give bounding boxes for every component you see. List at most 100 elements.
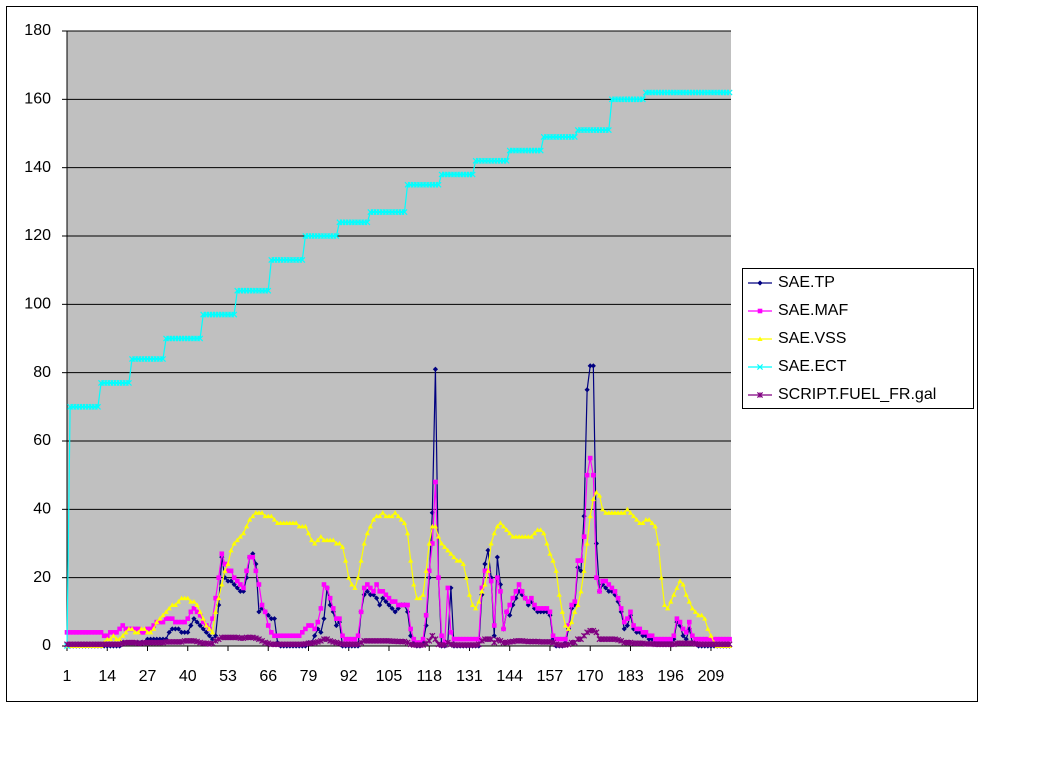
marker [652, 523, 658, 529]
marker [358, 639, 365, 646]
marker [590, 496, 596, 502]
marker [705, 626, 711, 631]
series [63, 627, 733, 648]
marker [594, 575, 599, 580]
marker [445, 547, 451, 553]
marker [717, 636, 723, 642]
legend-label: SAE.MAF [778, 302, 848, 319]
marker [571, 133, 578, 140]
marker [435, 181, 442, 188]
marker [151, 623, 156, 628]
marker [73, 630, 79, 635]
marker [213, 609, 219, 614]
marker [566, 623, 571, 628]
marker [621, 619, 627, 625]
marker [537, 147, 544, 154]
x-tick-label: 144 [496, 668, 523, 685]
marker [454, 636, 460, 642]
marker [299, 256, 306, 263]
marker [222, 568, 228, 573]
marker [513, 589, 519, 594]
marker [494, 554, 500, 560]
marker [590, 363, 596, 369]
marker [507, 530, 513, 536]
marker [358, 557, 364, 563]
legend-label: SCRIPT.FUEL_FR.gal [778, 386, 936, 403]
marker [317, 637, 324, 644]
marker [148, 626, 153, 632]
marker [544, 540, 550, 546]
marker [104, 633, 110, 639]
marker [308, 537, 315, 543]
marker [457, 557, 463, 563]
marker [352, 585, 358, 590]
marker [364, 219, 371, 226]
marker [318, 606, 324, 611]
marker [444, 639, 451, 646]
marker [200, 619, 206, 625]
marker [482, 581, 488, 587]
marker [200, 626, 206, 632]
marker [312, 626, 317, 632]
marker [241, 585, 246, 591]
marker [318, 629, 324, 635]
y-tick-label: 0 [42, 637, 51, 654]
marker [159, 355, 167, 363]
marker [330, 537, 336, 543]
series [64, 455, 732, 645]
marker [194, 602, 200, 607]
marker [179, 619, 184, 625]
marker [689, 605, 695, 611]
marker [383, 592, 389, 598]
marker [182, 619, 187, 625]
marker [417, 595, 423, 601]
marker [185, 629, 191, 635]
marker [355, 633, 361, 639]
marker [556, 636, 562, 642]
series [64, 489, 733, 648]
marker [569, 619, 575, 625]
marker [324, 585, 330, 591]
marker [172, 626, 178, 632]
marker [686, 598, 692, 604]
marker [408, 626, 413, 632]
marker [284, 633, 290, 639]
x-tick-label: 196 [657, 668, 684, 685]
marker [157, 619, 163, 625]
marker [504, 527, 510, 532]
marker [643, 630, 649, 635]
marker [395, 602, 401, 608]
marker [117, 626, 122, 632]
marker [656, 636, 661, 642]
marker [516, 582, 522, 587]
marker [674, 616, 680, 621]
marker [268, 513, 274, 519]
marker [206, 633, 213, 639]
marker [504, 609, 509, 615]
marker [240, 530, 247, 536]
marker [110, 633, 117, 638]
marker [659, 636, 664, 642]
marker [495, 575, 500, 580]
marker [756, 363, 764, 371]
marker [281, 633, 287, 639]
marker [395, 605, 401, 612]
marker [67, 630, 73, 635]
marker [80, 630, 85, 635]
marker [315, 619, 321, 625]
x-tick-label: 118 [416, 668, 442, 685]
marker [346, 636, 352, 642]
marker [565, 626, 572, 631]
marker [671, 633, 677, 639]
marker [591, 472, 596, 478]
marker [621, 626, 627, 632]
marker [538, 606, 543, 611]
marker [699, 612, 705, 618]
marker [665, 605, 671, 611]
marker [702, 636, 708, 642]
marker [603, 585, 609, 591]
marker [398, 516, 404, 522]
marker [634, 626, 639, 632]
marker [448, 630, 454, 635]
marker [395, 513, 401, 519]
